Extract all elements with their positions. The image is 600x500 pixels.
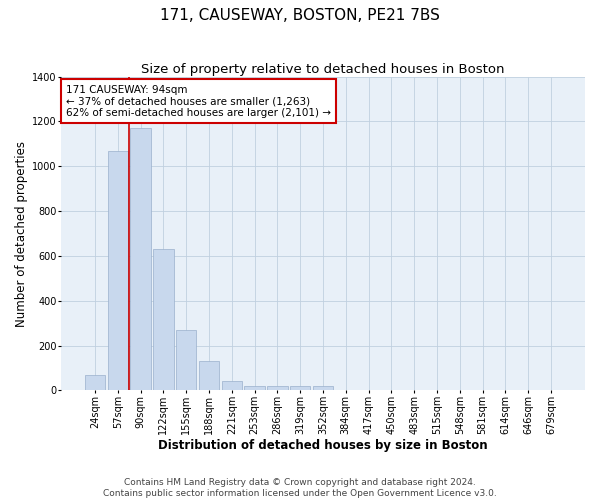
Bar <box>199 362 219 390</box>
Bar <box>107 150 128 390</box>
Bar <box>176 330 196 390</box>
Text: 171 CAUSEWAY: 94sqm
← 37% of detached houses are smaller (1,263)
62% of semi-det: 171 CAUSEWAY: 94sqm ← 37% of detached ho… <box>66 84 331 117</box>
Text: Contains HM Land Registry data © Crown copyright and database right 2024.
Contai: Contains HM Land Registry data © Crown c… <box>103 478 497 498</box>
Y-axis label: Number of detached properties: Number of detached properties <box>15 140 28 326</box>
Bar <box>130 128 151 390</box>
Title: Size of property relative to detached houses in Boston: Size of property relative to detached ho… <box>141 62 505 76</box>
Text: 171, CAUSEWAY, BOSTON, PE21 7BS: 171, CAUSEWAY, BOSTON, PE21 7BS <box>160 8 440 22</box>
X-axis label: Distribution of detached houses by size in Boston: Distribution of detached houses by size … <box>158 440 488 452</box>
Bar <box>221 382 242 390</box>
Bar <box>267 386 287 390</box>
Bar <box>244 386 265 390</box>
Bar <box>153 249 173 390</box>
Bar <box>85 374 105 390</box>
Bar <box>290 386 310 390</box>
Bar <box>313 386 333 390</box>
